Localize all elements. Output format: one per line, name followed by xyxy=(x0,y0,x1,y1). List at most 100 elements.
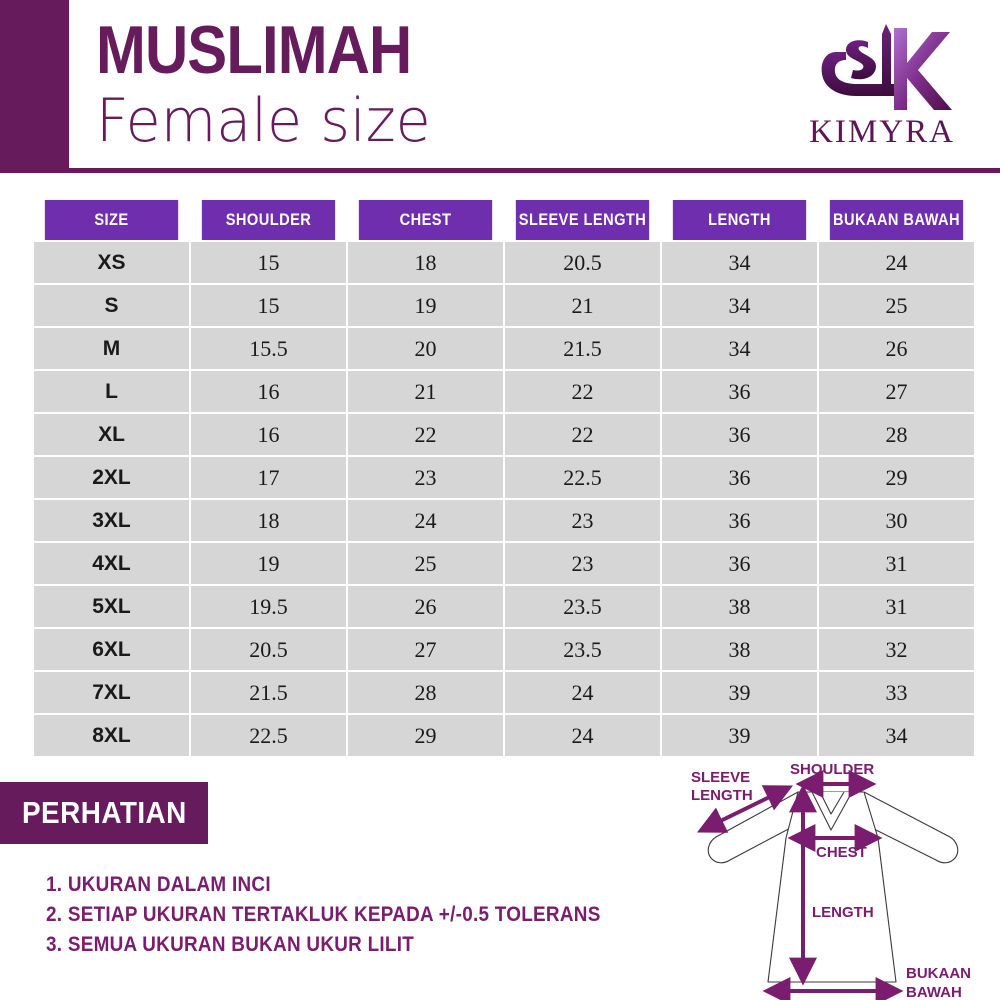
cell-length: 36 xyxy=(662,500,817,541)
sk-monogram-icon xyxy=(806,18,966,116)
cell-bukaan-bawah: 29 xyxy=(819,457,974,498)
measure-arrows xyxy=(696,770,904,1000)
table-header-row: SIZE SHOULDER CHEST SLEEVE LENGTH LENGTH… xyxy=(34,200,974,240)
garment-measurement-diagram: SLEEVE LENGTH SHOULDER CHEST LENGTH BUKA… xyxy=(660,752,1000,1000)
cell-length: 38 xyxy=(662,629,817,670)
cell-size: 7XL xyxy=(34,672,189,713)
cell-chest: 29 xyxy=(348,715,503,756)
notes-section: PERHATIAN 1. UKURAN DALAM INCI 2. SETIAP… xyxy=(0,782,620,960)
cell-sleeve-length: 23.5 xyxy=(505,629,660,670)
cell-size: 5XL xyxy=(34,586,189,627)
header-divider-rule xyxy=(0,168,1000,173)
cell-bukaan-bawah: 31 xyxy=(819,543,974,584)
cell-bukaan-bawah: 32 xyxy=(819,629,974,670)
sleeve-length-arrow xyxy=(696,785,794,833)
cell-length: 38 xyxy=(662,586,817,627)
cell-bukaan-bawah: 30 xyxy=(819,500,974,541)
cell-shoulder: 21.5 xyxy=(191,672,346,713)
label-length: LENGTH xyxy=(812,904,874,921)
label-shoulder: SHOULDER xyxy=(790,761,874,778)
cell-size: L xyxy=(34,371,189,412)
table-row: 8XL 22.5 29 24 39 34 xyxy=(34,715,974,756)
table-row: 7XL 21.5 28 24 39 33 xyxy=(34,672,974,713)
title-primary: MUSLIMAH xyxy=(96,12,412,88)
brand-wordmark: KIMYRA xyxy=(809,114,955,150)
cell-sleeve-length: 22 xyxy=(505,414,660,455)
label-chest: CHEST xyxy=(816,844,867,861)
column-header-length: LENGTH xyxy=(672,200,807,240)
cell-sleeve-length: 20.5 xyxy=(505,242,660,283)
header-accent-block xyxy=(0,0,69,169)
table-row: XL 16 22 22 36 28 xyxy=(34,414,974,455)
cell-length: 39 xyxy=(662,715,817,756)
table-row: XS 15 18 20.5 34 24 xyxy=(34,242,974,283)
cell-shoulder: 19.5 xyxy=(191,586,346,627)
table-body: XS 15 18 20.5 34 24 S 15 19 21 34 25 M 15.5 20 21.5 34 26… xyxy=(34,242,974,756)
notes-badge-label: PERHATIAN xyxy=(22,795,187,830)
cell-size: 2XL xyxy=(34,457,189,498)
cell-chest: 23 xyxy=(348,457,503,498)
cell-size: 8XL xyxy=(34,715,189,756)
cell-chest: 19 xyxy=(348,285,503,326)
note-item: 2. SETIAP UKURAN TERTAKLUK KEPADA +/-0.5… xyxy=(46,903,601,926)
page-header: MUSLIMAH Female size xyxy=(0,0,1000,175)
cell-sleeve-length: 23 xyxy=(505,543,660,584)
cell-size: XS xyxy=(34,242,189,283)
cell-length: 34 xyxy=(662,285,817,326)
cell-sleeve-length: 23.5 xyxy=(505,586,660,627)
cell-chest: 26 xyxy=(348,586,503,627)
cell-length: 34 xyxy=(662,328,817,369)
column-header-chest: CHEST xyxy=(358,200,493,240)
cell-length: 36 xyxy=(662,414,817,455)
column-header-size: SIZE xyxy=(44,200,179,240)
cell-bukaan-bawah: 26 xyxy=(819,328,974,369)
cell-chest: 24 xyxy=(348,500,503,541)
column-header-bukaan-bawah: BUKAAN BAWAH xyxy=(829,200,964,240)
cell-chest: 28 xyxy=(348,672,503,713)
cell-sleeve-length: 21 xyxy=(505,285,660,326)
dress-outline xyxy=(707,791,959,983)
cell-shoulder: 15.5 xyxy=(191,328,346,369)
cell-sleeve-length: 22 xyxy=(505,371,660,412)
cell-bukaan-bawah: 25 xyxy=(819,285,974,326)
cell-shoulder: 15 xyxy=(191,285,346,326)
cell-length: 36 xyxy=(662,457,817,498)
cell-length: 36 xyxy=(662,371,817,412)
cell-shoulder: 16 xyxy=(191,414,346,455)
table-row: L 16 21 22 36 27 xyxy=(34,371,974,412)
table-row: 6XL 20.5 27 23.5 38 32 xyxy=(34,629,974,670)
cell-size: XL xyxy=(34,414,189,455)
table-row: 3XL 18 24 23 36 30 xyxy=(34,500,974,541)
cell-size: 6XL xyxy=(34,629,189,670)
table-row: 4XL 19 25 23 36 31 xyxy=(34,543,974,584)
note-item: 1. UKURAN DALAM INCI xyxy=(46,873,271,896)
cell-bukaan-bawah: 28 xyxy=(819,414,974,455)
cell-bukaan-bawah: 24 xyxy=(819,242,974,283)
cell-chest: 18 xyxy=(348,242,503,283)
cell-shoulder: 22.5 xyxy=(191,715,346,756)
cell-shoulder: 20.5 xyxy=(191,629,346,670)
label-sleeve-length-line2: LENGTH xyxy=(691,787,753,804)
cell-chest: 22 xyxy=(348,414,503,455)
cell-size: 4XL xyxy=(34,543,189,584)
cell-bukaan-bawah: 31 xyxy=(819,586,974,627)
table-row: 5XL 19.5 26 23.5 38 31 xyxy=(34,586,974,627)
diagram-labels: SLEEVE LENGTH SHOULDER CHEST LENGTH BUKA… xyxy=(691,761,971,1000)
page-title: MUSLIMAH Female size xyxy=(96,14,516,162)
table-row: M 15.5 20 21.5 34 26 xyxy=(34,328,974,369)
column-header-shoulder: SHOULDER xyxy=(201,200,336,240)
table-row: 2XL 17 23 22.5 36 29 xyxy=(34,457,974,498)
cell-length: 36 xyxy=(662,543,817,584)
cell-shoulder: 15 xyxy=(191,242,346,283)
cell-chest: 21 xyxy=(348,371,503,412)
label-sleeve-length-line1: SLEEVE xyxy=(691,769,750,786)
cell-chest: 27 xyxy=(348,629,503,670)
cell-chest: 25 xyxy=(348,543,503,584)
brand-logo: KIMYRA xyxy=(782,18,982,158)
cell-bukaan-bawah: 34 xyxy=(819,715,974,756)
cell-length: 39 xyxy=(662,672,817,713)
cell-sleeve-length: 24 xyxy=(505,715,660,756)
note-item: 3. SEMUA UKURAN BUKAN UKUR LILIT xyxy=(46,933,415,956)
notes-list: 1. UKURAN DALAM INCI 2. SETIAP UKURAN TE… xyxy=(46,870,620,960)
label-bukaan-line2: BAWAH xyxy=(906,984,962,1000)
